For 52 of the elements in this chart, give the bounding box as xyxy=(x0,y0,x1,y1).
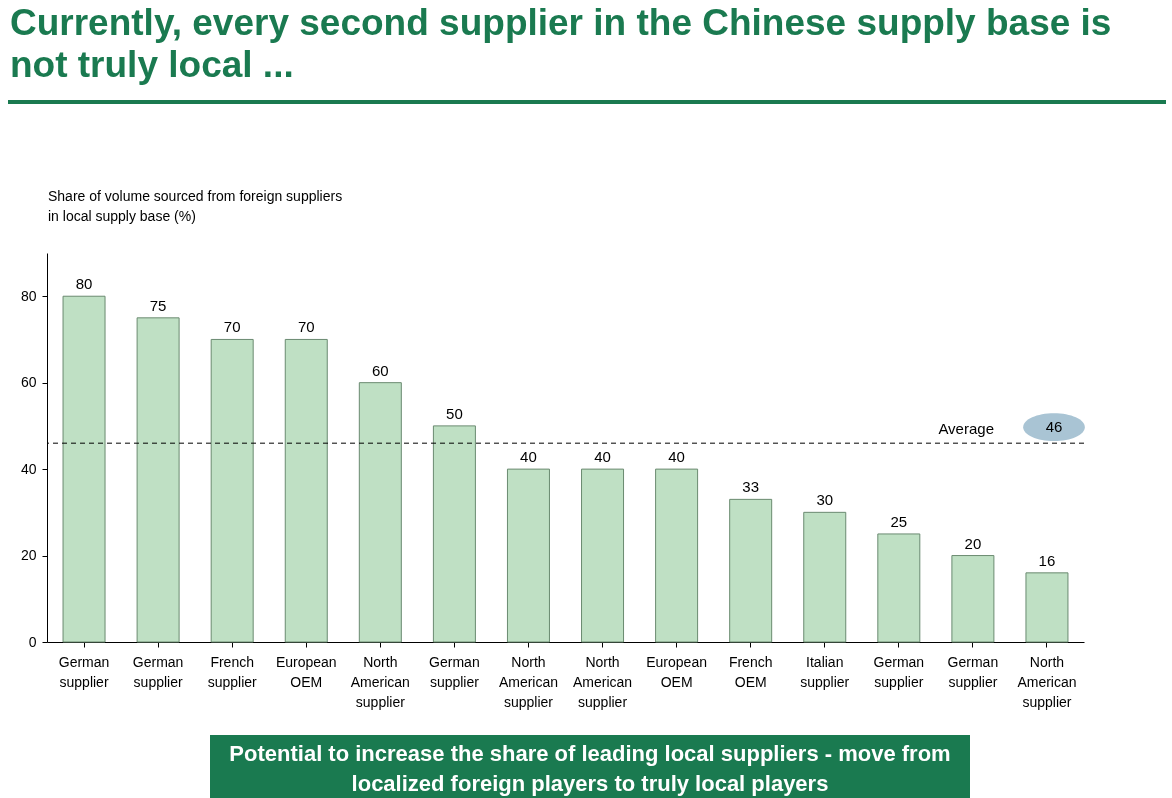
x-tick-label: North American supplier xyxy=(350,653,410,710)
data-label: 80 xyxy=(75,275,93,293)
data-label: 50 xyxy=(446,404,463,422)
data-label: 40 xyxy=(520,448,537,466)
data-label: 70 xyxy=(223,318,241,336)
data-label: 16 xyxy=(1038,551,1056,569)
x-tick-label: German supplier xyxy=(947,653,999,690)
data-label: 30 xyxy=(816,491,834,509)
ref-line-label: Average xyxy=(938,420,994,438)
y-tick-label: 40 xyxy=(20,460,37,477)
x-tick-label: European OEM xyxy=(646,653,707,690)
bar xyxy=(803,511,847,643)
bar xyxy=(432,425,476,643)
x-tick-label: German supplier xyxy=(873,653,925,690)
y-tick-label: 60 xyxy=(20,374,37,391)
x-tick-label: French OEM xyxy=(728,653,773,690)
data-label: 25 xyxy=(890,512,908,530)
bar xyxy=(655,468,699,643)
x-tick-label: European OEM xyxy=(275,653,337,690)
data-label: 40 xyxy=(594,448,611,466)
x-tick-label: North American supplier xyxy=(1017,653,1077,710)
data-label: 75 xyxy=(149,296,167,314)
x-tick-label: German supplier xyxy=(132,653,184,690)
x-tick-label: German supplier xyxy=(58,653,110,690)
bar xyxy=(729,498,773,643)
y-tick-label: 20 xyxy=(20,547,37,564)
data-label: 20 xyxy=(964,534,982,552)
data-label: 33 xyxy=(742,478,760,496)
y-tick-label: 0 xyxy=(28,633,37,650)
bar xyxy=(62,295,106,643)
bar xyxy=(877,533,921,643)
bar xyxy=(951,555,995,643)
x-tick-label: French supplier xyxy=(207,653,258,690)
text: Potential to increase the share of leading local suppliers - move from localized foreign players to truly local players xyxy=(210,735,970,798)
data-label: 70 xyxy=(297,318,315,336)
bar xyxy=(581,468,625,643)
bar xyxy=(210,338,254,643)
x-tick-label: North American supplier xyxy=(572,653,633,710)
data-label: 40 xyxy=(668,448,685,466)
bar xyxy=(506,468,550,643)
bar xyxy=(284,338,328,643)
bar xyxy=(358,382,402,643)
x-tick-label: North American supplier xyxy=(498,653,559,710)
bar xyxy=(1025,572,1069,643)
chart-title: Currently, every second supplier in the Chinese supply base is not truly local ... xyxy=(10,2,1113,86)
x-tick-label: German supplier xyxy=(429,653,480,690)
data-label: 60 xyxy=(371,361,389,379)
bar xyxy=(136,317,180,643)
x-tick-label: Italian supplier xyxy=(800,653,850,690)
y-tick-label: 80 xyxy=(20,287,37,304)
annotation: 46 xyxy=(1045,418,1063,436)
y-axis-title: Share of volume sourced from foreign suppliers in local supply base (%) xyxy=(48,187,344,226)
